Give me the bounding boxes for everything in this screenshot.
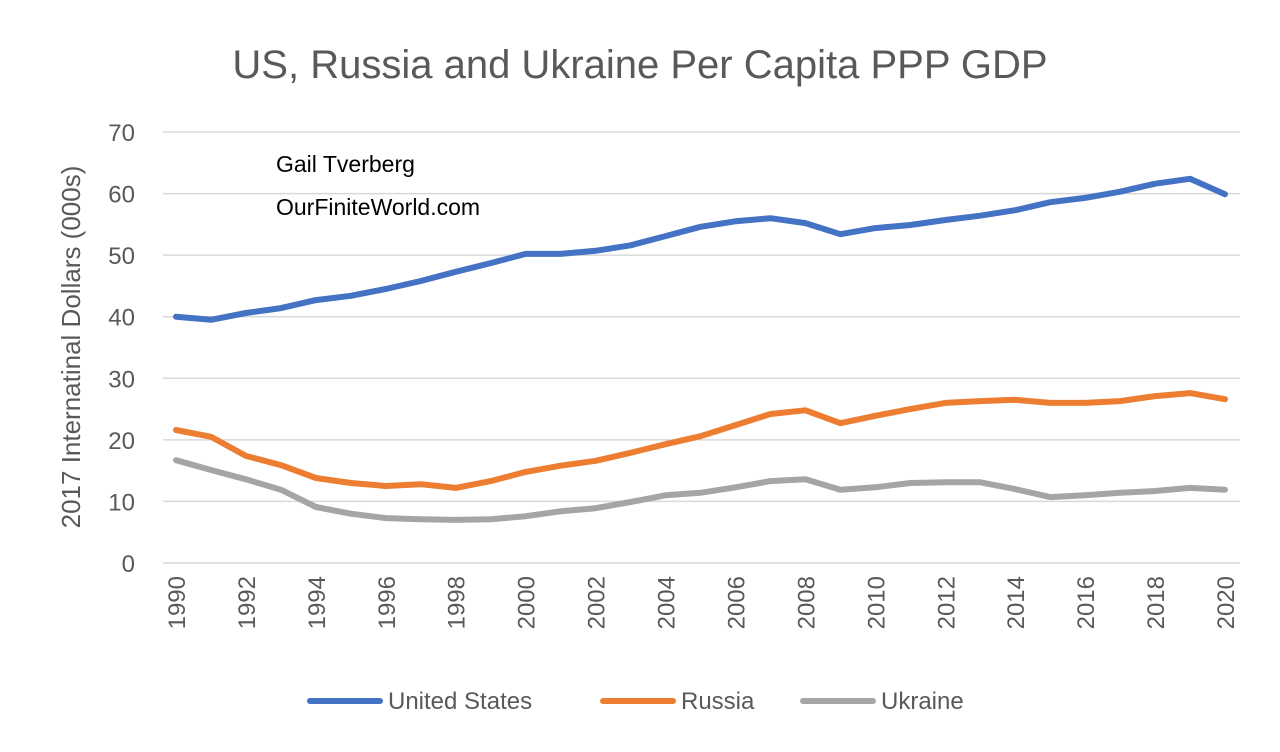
y-tick-label: 0 [122, 551, 135, 578]
x-tick-labels: 1990 1992 1994 1996 1998 2000 2002 2004 2006 2008… [164, 576, 1240, 629]
legend-label: United States [388, 688, 532, 715]
x-tick-label: 1998 [444, 576, 471, 629]
legend-item: Russia [600, 688, 755, 715]
x-tick-label: 2014 [1003, 576, 1030, 629]
y-tick-label: 30 [108, 366, 135, 393]
legend-label: Ukraine [881, 688, 964, 715]
legend: United States Russia Ukraine [307, 688, 964, 715]
x-tick-label: 2018 [1143, 576, 1170, 629]
y-tick-label: 60 [108, 182, 135, 209]
x-tick-label: 1996 [374, 576, 401, 629]
y-tick-label: 50 [108, 243, 135, 270]
x-tick-label: 2008 [793, 576, 820, 629]
legend-label: Russia [681, 688, 755, 715]
x-tick-label: 2020 [1213, 576, 1240, 629]
x-tick-label: 1992 [234, 576, 261, 629]
y-tick-labels: 0 10 20 30 40 50 60 70 [108, 120, 135, 578]
x-tick-label: 2016 [1073, 576, 1100, 629]
y-tick-label: 10 [108, 489, 135, 516]
gridlines [163, 131, 1240, 564]
y-tick-label: 40 [108, 305, 135, 332]
x-tick-label: 2002 [584, 576, 611, 629]
x-tick-label: 2000 [514, 576, 541, 629]
annotation-author: Gail Tverberg [276, 151, 415, 177]
x-tick-label: 2004 [654, 576, 681, 629]
legend-item: Ukraine [800, 688, 964, 715]
x-tick-label: 2010 [863, 576, 890, 629]
x-tick-label: 2006 [723, 576, 750, 629]
series-line-russia [173, 390, 1228, 491]
series-line-united-states [173, 175, 1228, 323]
annotation-website: OurFiniteWorld.com [276, 194, 480, 220]
y-axis-label: 2017 Internatinal Dollars (000s) [56, 166, 86, 529]
y-tick-label: 20 [108, 428, 135, 455]
x-tick-label: 1990 [164, 576, 191, 629]
y-tick-label: 70 [108, 120, 135, 147]
series-lines [173, 175, 1228, 523]
legend-item: United States [307, 688, 532, 715]
x-tick-label: 1994 [304, 576, 331, 629]
x-tick-label: 2012 [933, 576, 960, 629]
chart-title: US, Russia and Ukraine Per Capita PPP GD… [232, 43, 1047, 87]
series-line-ukraine [173, 457, 1228, 523]
